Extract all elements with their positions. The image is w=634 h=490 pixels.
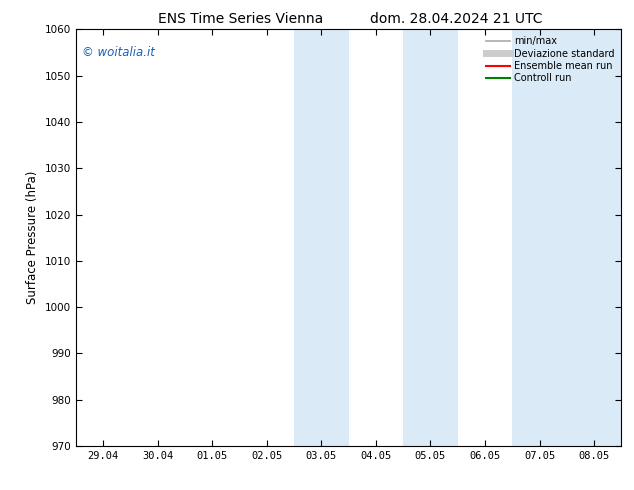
Text: ENS Time Series Vienna: ENS Time Series Vienna: [158, 12, 323, 26]
Bar: [512, 29, 567, 446]
Text: dom. 28.04.2024 21 UTC: dom. 28.04.2024 21 UTC: [370, 12, 543, 26]
Bar: [294, 29, 349, 446]
Legend: min/max, Deviazione standard, Ensemble mean run, Controll run: min/max, Deviazione standard, Ensemble m…: [484, 34, 616, 85]
Text: © woitalia.it: © woitalia.it: [82, 46, 155, 59]
Y-axis label: Surface Pressure (hPa): Surface Pressure (hPa): [27, 171, 39, 304]
Bar: [403, 29, 458, 446]
Bar: [567, 29, 621, 446]
